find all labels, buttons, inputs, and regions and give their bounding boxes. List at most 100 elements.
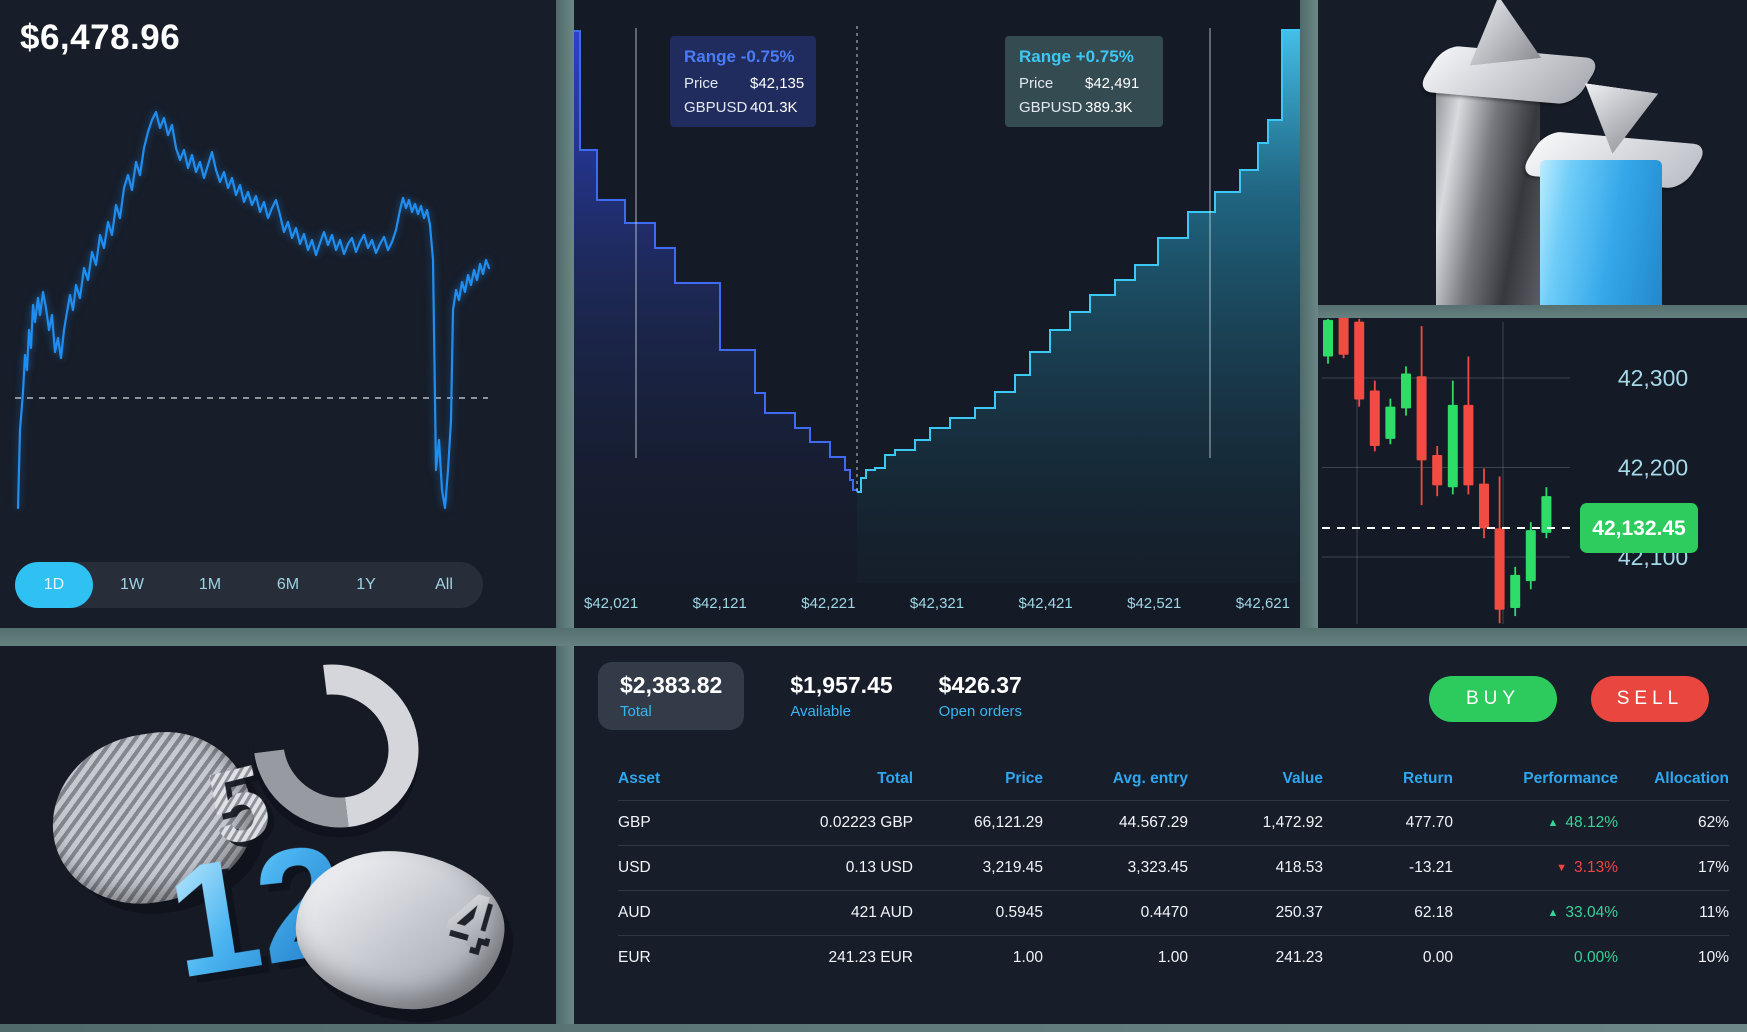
available-balance: $1,957.45 Available	[790, 662, 892, 730]
cell-avg_entry: 3,323.45	[1127, 859, 1188, 876]
bottom-edge-strip	[0, 1024, 1747, 1032]
candle-body	[1447, 404, 1458, 488]
price-value: $42,491	[1085, 75, 1140, 92]
cell-total: 0.02223 GBP	[819, 814, 913, 831]
last-price-tag	[1580, 502, 1698, 553]
performance-up-icon: ▲	[1547, 907, 1559, 919]
table-row[interactable]: USD 0.13 USD 3,219.45 3,323.45 418.53 -13.21 ▼…	[618, 845, 1729, 890]
cell-return: 62.18	[1414, 904, 1453, 921]
table-row[interactable]: EUR 241.23 EUR 1.00 1.00 241.23 0.00 0.00% 10%	[618, 935, 1729, 980]
candle-body	[1541, 496, 1552, 533]
cell-return: 0.00	[1422, 949, 1453, 966]
cell-performance: ▲ 48.12%	[1453, 814, 1618, 832]
total-balance-label: Total	[620, 703, 652, 720]
time-range-all[interactable]: All	[435, 576, 453, 593]
vertical-divider-right	[1300, 0, 1318, 628]
candle-body	[1510, 574, 1521, 609]
ask-side-line	[857, 29, 1300, 493]
cell-asset: AUD	[618, 904, 651, 921]
candle-y-label: 42,200	[1618, 455, 1688, 481]
cell-value: 418.53	[1275, 859, 1323, 876]
portfolio-line	[16, 110, 491, 510]
open-orders-value: $426.37	[938, 672, 1022, 698]
cell-price: 66,121.29	[974, 814, 1043, 831]
volume-value: 401.3K	[750, 99, 798, 116]
available-balance-value: $1,957.45	[790, 672, 893, 698]
bar-sculpture-illustration	[1318, 0, 1747, 305]
time-range-1d[interactable]: 1D	[15, 562, 93, 608]
cell-allocation: 17%	[1697, 859, 1729, 876]
time-range-1w[interactable]: 1W	[120, 576, 144, 593]
pair-label: GBPUSD	[1019, 99, 1083, 116]
available-balance-label: Available	[790, 703, 851, 720]
range-tooltip-upper-title: Range +0.75%	[1019, 47, 1134, 66]
candle-body	[1323, 319, 1333, 357]
portfolio-line-chart	[15, 110, 491, 510]
time-range-1m[interactable]: 1M	[198, 576, 222, 593]
depth-axis-label: $42,321	[909, 595, 965, 612]
candle-body	[1479, 483, 1489, 529]
bid-side-line	[574, 30, 858, 492]
candle-body	[1463, 404, 1474, 486]
candle-body	[1354, 321, 1365, 400]
silver-pillar-shape	[1436, 72, 1540, 305]
total-balance-card: $2,383.82 Total	[598, 662, 745, 730]
cell-return: -13.21	[1409, 859, 1453, 876]
time-range-selector: 1D 1W 1M 6M 1Y All	[15, 562, 483, 608]
buy-button[interactable]: BUY	[1429, 676, 1557, 722]
cell-asset: GBP	[618, 814, 651, 831]
candlestick-panel: 42,300 42,200 42,100 42,132.45	[1318, 318, 1747, 628]
cell-price: 3,219.45	[982, 859, 1043, 876]
account-balances: $2,383.82 Total $1,957.45 Available $426…	[598, 662, 1022, 730]
horizontal-divider-right-column	[1318, 305, 1747, 318]
performance-down-icon: ▼	[1556, 862, 1568, 874]
bid-side-fill	[574, 31, 857, 583]
volume-value: 389.3K	[1085, 99, 1133, 116]
positions-table: Asset Total Price Avg. entry Value Return Perf…	[618, 758, 1729, 980]
cell-asset: EUR	[618, 949, 651, 966]
range-tooltip-lower: Range -0.75% Price $42,135 GBPUSD 401.3K	[670, 36, 816, 127]
table-header-row: Asset Total Price Avg. entry Value Return Perf…	[618, 758, 1729, 800]
cell-performance: ▼ 3.13%	[1453, 859, 1618, 877]
table-row[interactable]: GBP 0.02223 GBP 66,121.29 44.567.29 1,472.92…	[618, 800, 1729, 845]
depth-axis-label: $42,421	[1018, 595, 1073, 612]
vertical-divider-left	[556, 0, 574, 1024]
depth-axis-label: $42,521	[1127, 595, 1182, 612]
performance-value: 0.00%	[1574, 949, 1618, 966]
column-header-return: Return	[1403, 770, 1453, 787]
column-header-asset: Asset	[618, 770, 661, 787]
trading-panel: $2,383.82 Total $1,957.45 Available $426…	[574, 646, 1747, 1024]
numbers-illustration: 5 12 4	[0, 646, 556, 1024]
table-row[interactable]: AUD 421 AUD 0.5945 0.4470 250.37 62.18 ▲ 33.04%…	[618, 890, 1729, 935]
candle-body	[1525, 530, 1536, 582]
cell-return: 477.70	[1405, 814, 1453, 831]
portfolio-balance: $6,478.96	[20, 18, 181, 57]
horizontal-divider-main	[0, 628, 1747, 646]
depth-chart-panel: Range -0.75% Price $42,135 GBPUSD 401.3K…	[574, 0, 1300, 628]
performance-up-icon: ▲	[1547, 817, 1559, 829]
column-header-value: Value	[1282, 770, 1324, 787]
last-price-value: 42,132.45	[1592, 517, 1686, 540]
sell-button[interactable]: SELL	[1591, 676, 1709, 722]
cell-performance: 0.00%	[1453, 949, 1618, 967]
ask-side-fill	[857, 30, 1300, 583]
cell-avg_entry: 44.567.29	[1119, 814, 1188, 831]
candle-body	[1432, 454, 1443, 486]
time-range-1y[interactable]: 1Y	[356, 576, 376, 593]
depth-axis-label: $42,221	[801, 595, 856, 612]
cell-allocation: 11%	[1699, 904, 1729, 921]
performance-value: 33.04%	[1565, 904, 1618, 921]
candle-y-label: 42,300	[1618, 365, 1688, 391]
price-label: Price	[1019, 75, 1054, 92]
performance-value: 48.12%	[1565, 814, 1618, 831]
cell-allocation: 62%	[1697, 814, 1729, 831]
depth-axis-label: $42,121	[692, 595, 747, 612]
cell-total: 0.13 USD	[845, 859, 913, 876]
cell-price: 0.5945	[995, 904, 1043, 921]
performance-value: 3.13%	[1574, 859, 1618, 876]
time-range-6m[interactable]: 6M	[276, 576, 300, 593]
portfolio-panel: $6,478.96 1D 1W 1M 6M 1Y All	[0, 0, 556, 628]
range-tooltip-lower-title: Range -0.75%	[684, 47, 795, 66]
